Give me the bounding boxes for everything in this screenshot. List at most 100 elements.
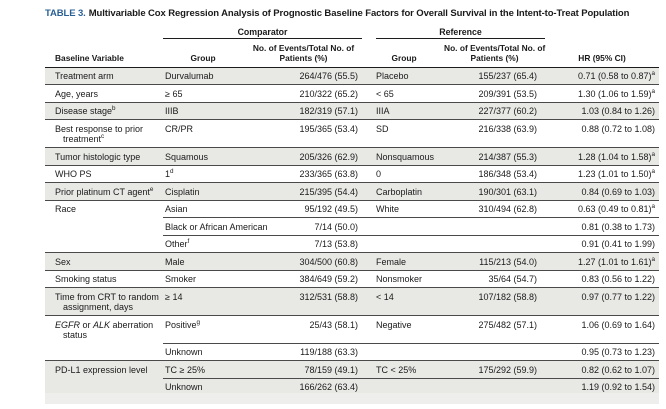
cell-baseline-variable: Prior platinum CT agente <box>45 182 163 200</box>
cell-reference-group: < 65 <box>364 84 445 102</box>
cell-comparator-group: Smoker <box>163 269 243 288</box>
table-row: Best response to prior treatmentc CR/PR 19… <box>45 119 660 148</box>
table-row: Age, years ≥ 65 210/322 (65.2) < 65 209/391 … <box>45 84 660 102</box>
cell-comparator-group: Squamous <box>163 147 243 165</box>
cell-comparator-events: 119/188 (63.3) <box>243 342 365 361</box>
cell-reference-group: TC < 25% <box>364 360 445 378</box>
cell-comparator-group: Durvalumab <box>163 66 243 85</box>
table-row: Race Asian 95/192 (49.5) White 310/494 (62.8… <box>45 199 660 218</box>
cell-comparator-events: 215/395 (54.4) <box>243 182 365 200</box>
comparator-spanner: Comparator <box>163 25 364 39</box>
cell-reference-group <box>364 377 445 396</box>
cell-comparator-group: ≥ 65 <box>163 84 243 102</box>
table-label: TABLE 3. <box>45 8 86 19</box>
cell-baseline-variable <box>45 343 163 361</box>
cell-reference-events: 175/292 (59.9) <box>444 360 546 378</box>
footnote-marker: c <box>101 133 105 140</box>
cell-baseline-variable: Race <box>45 199 163 218</box>
cell-reference-group: SD <box>364 119 445 148</box>
cell-comparator-events: 205/326 (62.9) <box>243 147 365 165</box>
cell-reference-events: 107/182 (58.8) <box>444 287 546 316</box>
cell-hazard-ratio: 0.63 (0.49 to 0.81)a <box>545 199 660 218</box>
table-row: Black or African American 7/14 (50.0) 0.81… <box>45 217 660 236</box>
header-baseline-variable: Baseline Variable <box>45 39 163 68</box>
cell-hazard-ratio: 0.97 (0.77 to 1.22) <box>545 287 660 316</box>
cell-baseline-variable: WHO PS <box>45 164 163 183</box>
cell-reference-group: Placebo <box>364 66 445 85</box>
table-row: Disease stageb IIIB 182/319 (57.1) IIIA 227/… <box>45 101 660 120</box>
cell-comparator-group: TC ≥ 25% <box>163 360 243 378</box>
cell-hazard-ratio: 1.03 (0.84 to 1.26) <box>545 101 660 120</box>
cell-reference-events: 216/338 (63.9) <box>444 119 546 148</box>
table-row: Prior platinum CT agente Cisplatin 215/395… <box>45 182 660 200</box>
spanner-row: Comparator Reference <box>45 25 659 39</box>
column-header-row: Baseline Variable Group No. of Events/To… <box>45 39 660 68</box>
table-row: Sex Male 304/500 (60.8) Female 115/213 (54.0… <box>45 252 660 270</box>
cell-comparator-events: 78/159 (49.1) <box>243 360 365 378</box>
cell-hazard-ratio: 1.23 (1.01 to 1.50)a <box>545 164 660 183</box>
cell-comparator-events: 166/262 (63.4) <box>243 377 365 396</box>
cell-hazard-ratio: 0.91 (0.41 to 1.99) <box>545 234 660 253</box>
footnote-marker: a <box>651 203 656 210</box>
cell-comparator-events: 195/365 (53.4) <box>243 119 365 148</box>
cell-reference-events: 227/377 (60.2) <box>444 101 546 120</box>
cell-baseline-variable: Smoking status <box>45 269 163 288</box>
table-row: Smoking status Smoker 384/649 (59.2) Nonsmo… <box>45 269 660 288</box>
cell-comparator-group: CR/PR <box>163 119 243 148</box>
cell-baseline-variable: Best response to prior treatmentc <box>45 119 163 148</box>
table-row: WHO PS 1d 233/365 (63.8) 0 186/348 (53.4) 1.2… <box>45 164 660 183</box>
table-row: Treatment arm Durvalumab 264/476 (55.5) Pla… <box>45 66 660 85</box>
cell-reference-group <box>364 234 445 253</box>
table-row: Otherf 7/13 (53.8) 0.91 (0.41 to 1.99) <box>45 234 660 253</box>
cell-comparator-events: 25/43 (58.1) <box>243 315 365 343</box>
footnote-marker: f <box>187 238 190 245</box>
header-events-reference: No. of Events/Total No. of Patients (%) <box>444 39 545 68</box>
table-row: PD-L1 expression level TC ≥ 25% 78/159 (49… <box>45 360 660 378</box>
cell-comparator-events: 7/14 (50.0) <box>243 217 365 235</box>
cell-hazard-ratio: 0.71 (0.58 to 0.87)a <box>545 66 660 85</box>
cell-reference-group: Negative <box>364 315 445 343</box>
cell-reference-group: Nonsquamous <box>364 147 445 165</box>
table-title-text: Multivariable Cox Regression Analysis of… <box>88 8 630 19</box>
cell-hazard-ratio: 0.95 (0.73 to 1.23) <box>545 342 660 361</box>
cell-reference-events: 35/64 (54.7) <box>444 269 546 288</box>
cell-reference-events: 190/301 (63.1) <box>444 182 546 200</box>
cell-baseline-variable <box>45 218 163 236</box>
cell-hazard-ratio: 0.88 (0.72 to 1.08) <box>545 119 660 148</box>
cell-reference-group: IIIA <box>364 101 445 120</box>
table-title: TABLE 3. Multivariable Cox Regression Ana… <box>45 8 661 19</box>
cell-comparator-events: 233/365 (63.8) <box>243 164 365 183</box>
cell-comparator-group: 1d <box>163 164 243 183</box>
cell-reference-events: 115/213 (54.0) <box>444 252 546 270</box>
cell-reference-group <box>364 342 445 361</box>
cell-baseline-variable: EGFR or ALK aberration status <box>45 315 163 343</box>
cell-hazard-ratio: 1.27 (1.01 to 1.61)a <box>545 252 660 270</box>
cell-baseline-variable: Tumor histologic type <box>45 147 163 165</box>
table-header: Comparator Reference Baseline Variable G… <box>45 25 660 68</box>
cell-reference-events <box>444 234 546 253</box>
cell-reference-events: 310/494 (62.8) <box>444 199 546 218</box>
footnote-marker: g <box>196 318 201 326</box>
cell-reference-events: 186/348 (53.4) <box>444 164 546 183</box>
footnote-marker: e <box>149 185 154 193</box>
cell-comparator-events: 210/322 (65.2) <box>243 84 365 102</box>
table-row: Time from CRT to random assignment, days… <box>45 287 660 316</box>
cell-comparator-events: 384/649 (59.2) <box>243 269 365 288</box>
cell-hazard-ratio: 1.30 (1.06 to 1.59)a <box>545 84 660 102</box>
header-hr: HR (95% CI) <box>545 39 660 68</box>
cell-comparator-group: Asian <box>163 199 243 218</box>
cell-reference-group: White <box>364 199 445 218</box>
cell-baseline-variable: Treatment arm <box>45 66 163 85</box>
cell-reference-events <box>444 377 546 396</box>
cell-baseline-variable: PD-L1 expression level <box>45 360 163 378</box>
cell-comparator-group: ≥ 14 <box>163 287 243 316</box>
cell-reference-events <box>444 342 546 361</box>
footnote-marker: a <box>651 150 656 158</box>
cell-baseline-variable: Age, years <box>45 84 163 102</box>
cell-reference-group: Nonsmoker <box>364 269 445 288</box>
footnote-marker: a <box>651 255 656 263</box>
cell-hazard-ratio: 1.06 (0.69 to 1.64) <box>545 315 660 343</box>
cell-comparator-group: Black or African American <box>163 217 268 235</box>
cell-comparator-events: 264/476 (55.5) <box>243 66 365 85</box>
